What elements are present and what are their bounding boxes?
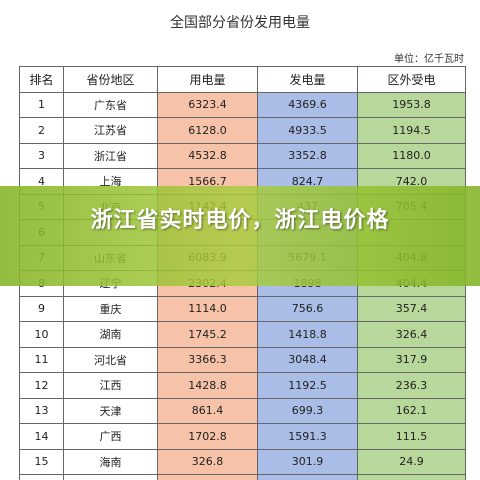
cell-usage: 1702.8 (157, 423, 258, 450)
cell-out-of-region: 24.9 (357, 448, 466, 475)
table-row: 14 广西 1702.8 1591.3 111.5 (19, 423, 466, 450)
cell-region: 广西 (63, 423, 158, 450)
unit-label: 单位：亿千瓦时 (394, 54, 464, 65)
table-row: 16青海738.3717.420.9 (19, 474, 466, 480)
cell-region: 广东省 (63, 91, 158, 118)
cell-out-of-region: 357.4 (357, 295, 466, 322)
cell-rank: 2 (19, 117, 64, 144)
table-row: 2 江苏省 6128.0 4933.5 1194.5 (19, 117, 466, 144)
banner-text: 浙江省实时电价，浙江电价格 (90, 208, 390, 233)
cell-usage: 3366.3 (157, 346, 258, 373)
cell-out-of-region: 1180.0 (357, 142, 466, 169)
cell-out-of-region: 111.5 (357, 423, 466, 450)
cell-region: 湖南 (63, 321, 158, 348)
cell-rank: 15 (19, 448, 64, 475)
cell-usage: 6323.4 (157, 91, 258, 118)
cell-rank: 3 (19, 142, 64, 169)
table-row: 10 湖南 1745.2 1418.8 326.4 (19, 321, 466, 348)
header-generation: 发电量 (257, 66, 358, 93)
cell-region: 青海 (63, 474, 158, 480)
cell-generation: 1591.3 (257, 423, 358, 450)
header-out-of-region: 区外受电 (357, 66, 466, 93)
cell-region: 江苏省 (63, 117, 158, 144)
cell-out-of-region: 162.1 (357, 397, 466, 424)
cell-generation: 717.4 (257, 474, 358, 480)
table-row: 12 江西 1428.8 1192.5 236.3 (19, 372, 466, 399)
table-body: 1 广东省 6323.4 4369.6 1953.8 2 江苏省 6128.0 4933.5 11… (19, 91, 466, 480)
cell-usage: 1114.0 (157, 295, 258, 322)
cell-out-of-region: 20.9 (357, 474, 466, 480)
cell-region: 海南 (63, 448, 158, 475)
cell-generation: 699.3 (257, 397, 358, 424)
table-row: 3 浙江省 4532.8 3352.8 1180.0 (19, 142, 466, 169)
cell-rank: 16 (19, 474, 64, 480)
cell-generation: 1418.8 (257, 321, 358, 348)
cell-out-of-region: 326.4 (357, 321, 466, 348)
header-usage: 用电量 (157, 66, 258, 93)
cell-usage: 326.8 (157, 448, 258, 475)
cell-usage: 4532.8 (157, 142, 258, 169)
cell-generation: 4369.6 (257, 91, 358, 118)
cell-rank: 10 (19, 321, 64, 348)
cell-usage: 1745.2 (157, 321, 258, 348)
cell-rank: 9 (19, 295, 64, 322)
cell-generation: 301.9 (257, 448, 358, 475)
cell-rank: 11 (19, 346, 64, 373)
cell-generation: 756.6 (257, 295, 358, 322)
cell-rank: 13 (19, 397, 64, 424)
table-row: 9 重庆 1114.0 756.6 357.4 (19, 295, 466, 322)
cell-rank: 14 (19, 423, 64, 450)
cell-region: 江西 (63, 372, 158, 399)
table-row: 1 广东省 6323.4 4369.6 1953.8 (19, 91, 466, 118)
table-header-row: 排名 省份地区 用电量 发电量 区外受电 (19, 66, 466, 93)
cell-generation: 3352.8 (257, 142, 358, 169)
cell-rank: 12 (19, 372, 64, 399)
cell-usage: 861.4 (157, 397, 258, 424)
banner-overlay (0, 186, 480, 286)
cell-generation: 1192.5 (257, 372, 358, 399)
header-region: 省份地区 (63, 66, 158, 93)
document-title: 全国部分省份发用电量 (170, 15, 310, 31)
cell-region: 重庆 (63, 295, 158, 322)
table-row: 13 天津 861.4 699.3 162.1 (19, 397, 466, 424)
table-row: 11 河北省 3366.3 3048.4 317.9 (19, 346, 466, 373)
cell-out-of-region: 236.3 (357, 372, 466, 399)
cell-region: 浙江省 (63, 142, 158, 169)
cell-region: 河北省 (63, 346, 158, 373)
cell-generation: 4933.5 (257, 117, 358, 144)
cell-rank: 1 (19, 91, 64, 118)
cell-usage: 6128.0 (157, 117, 258, 144)
cell-generation: 3048.4 (257, 346, 358, 373)
cell-out-of-region: 1953.8 (357, 91, 466, 118)
cell-out-of-region: 317.9 (357, 346, 466, 373)
cell-out-of-region: 1194.5 (357, 117, 466, 144)
cell-usage: 1428.8 (157, 372, 258, 399)
header-rank: 排名 (19, 66, 64, 93)
table-row: 15 海南 326.8 301.9 24.9 (19, 448, 466, 475)
cell-usage: 738.3 (157, 474, 258, 480)
cell-region: 天津 (63, 397, 158, 424)
